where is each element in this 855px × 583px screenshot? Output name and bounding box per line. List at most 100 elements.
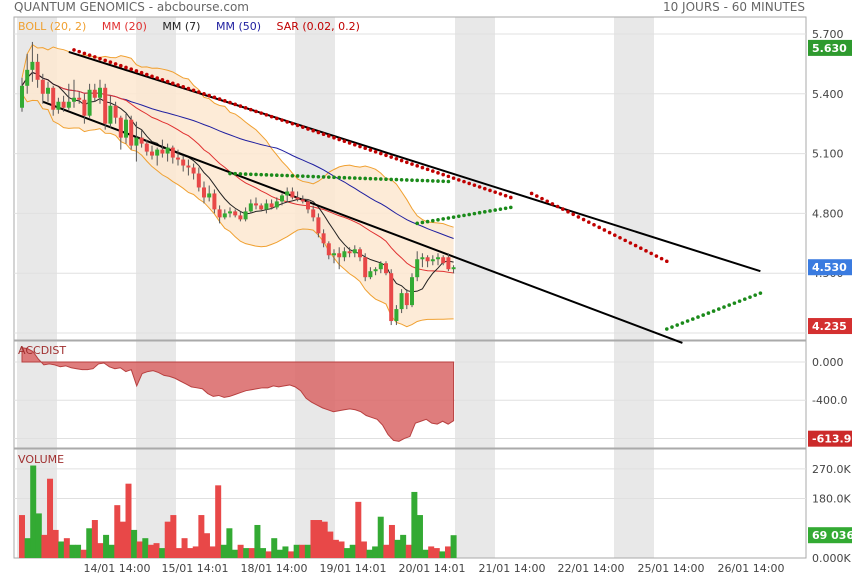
candle-body (300, 199, 305, 202)
sar-dot (254, 172, 258, 177)
volume-bar (159, 548, 166, 558)
volume-bar (265, 551, 272, 558)
sar-dot (384, 153, 388, 158)
sar-dot (394, 156, 399, 161)
sar-dot (368, 148, 373, 152)
candle-body (150, 151, 154, 156)
volume-bar (35, 513, 42, 558)
volume-bar (360, 541, 367, 558)
volume-bar (198, 515, 205, 558)
volume-bar (450, 535, 457, 558)
candle-body (56, 101, 61, 110)
sar-dot (186, 86, 191, 91)
sar-dot (498, 192, 503, 196)
volume-bar (103, 534, 110, 558)
sar-dot (295, 174, 300, 178)
volume-bar (405, 544, 412, 558)
sar-dot (243, 172, 248, 176)
sar-dot (150, 74, 154, 79)
sar-dot (498, 207, 503, 211)
candle-body (46, 87, 50, 94)
sar-dot (280, 118, 284, 122)
volume-panel-label: VOLUME (18, 453, 65, 466)
day-stripe (455, 17, 495, 340)
volume-bar (58, 541, 65, 558)
sar-dot (706, 311, 711, 315)
candle-body (290, 191, 295, 198)
sar-dot (685, 319, 690, 323)
sar-dot (758, 291, 763, 295)
candle-body (217, 209, 222, 218)
volume-bar (203, 533, 210, 558)
candle-body (144, 143, 149, 152)
sar-dot (332, 175, 336, 180)
volume-bar (310, 520, 317, 558)
sar-dot (358, 176, 362, 181)
volume-bar (226, 528, 233, 558)
candle-body (170, 147, 175, 158)
sar-dot (389, 177, 394, 182)
sar-dot (290, 173, 295, 178)
volume-bar (237, 544, 244, 558)
sar-dot (701, 313, 705, 317)
panel-border (13, 16, 807, 341)
price-tick-label: 5.400 (812, 88, 844, 101)
candle-body (358, 249, 362, 258)
legend-mm50: MM (50) (215, 20, 262, 33)
sar-dot (394, 177, 399, 182)
sar-dot (264, 173, 269, 177)
sar-dot (571, 212, 575, 217)
sar-dot (379, 177, 383, 181)
sar-dot (431, 169, 435, 173)
sar-dot (197, 90, 201, 94)
sar-dot (566, 209, 570, 214)
accdist-badge-label: -613.9 (812, 433, 851, 446)
sar-dot (363, 176, 368, 181)
candle-body (269, 203, 274, 208)
candle-body (124, 119, 128, 138)
volume-bar (316, 520, 323, 558)
sar-dot (691, 317, 695, 321)
price-tick-label: 4.800 (812, 207, 844, 220)
sar-dot (405, 178, 409, 182)
sar-dot (337, 137, 342, 142)
candle-body (441, 257, 446, 264)
sar-dot (264, 113, 269, 117)
sar-dot (347, 141, 352, 145)
sar-dot (249, 172, 253, 177)
volume-bar (304, 544, 311, 558)
candle-body (191, 167, 196, 174)
sar-dot (342, 139, 347, 144)
sar-dot (415, 164, 420, 168)
volume-tick-label: 270.0K (812, 463, 851, 476)
volume-bar (372, 546, 379, 558)
sar-dot (176, 83, 180, 87)
sar-dot (311, 174, 316, 179)
volume-badge-label: 69 036 (812, 529, 854, 542)
sar-dot (639, 246, 643, 251)
sar-dot (581, 217, 586, 222)
candle-body (98, 87, 102, 98)
candle-body (155, 149, 160, 156)
volume-bar (349, 544, 356, 558)
sar-dot (306, 174, 310, 179)
sar-dot (441, 179, 446, 184)
volume-bar (366, 549, 373, 558)
day-stripe (455, 341, 495, 448)
volume-bar (220, 544, 227, 558)
volume-bar (288, 551, 295, 558)
candle-body (72, 97, 76, 102)
candle-body (165, 147, 170, 154)
period-label: 10 JOURS - 60 MINUTES (662, 0, 805, 14)
sar-dot (477, 210, 482, 215)
sar-dot (420, 178, 425, 183)
price-badge-label: 5.630 (812, 42, 847, 55)
candle-body (87, 89, 92, 116)
sar-dot (457, 178, 461, 182)
candle-body (389, 273, 394, 322)
sar-dot (238, 172, 243, 176)
volume-bar (400, 534, 407, 558)
volume-bar (52, 529, 59, 558)
volume-bar (243, 548, 250, 558)
